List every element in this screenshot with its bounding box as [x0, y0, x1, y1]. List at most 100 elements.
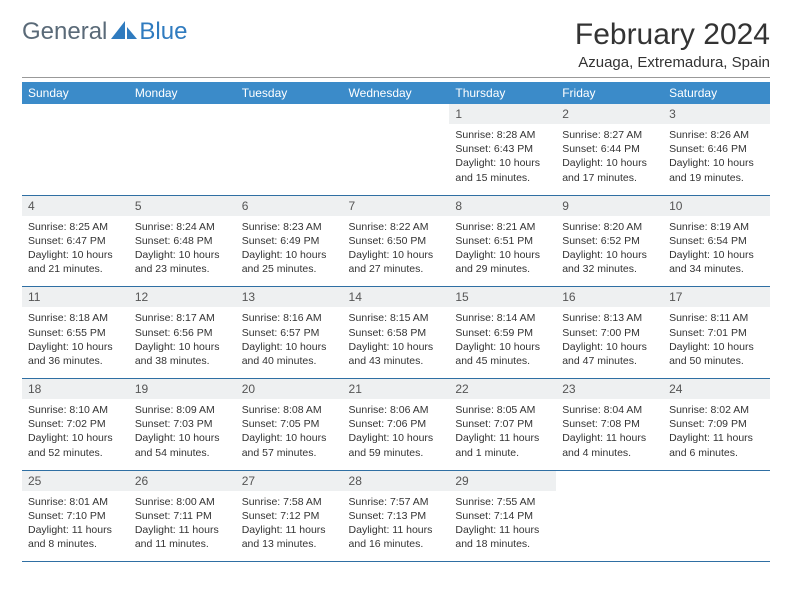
sunrise-line: Sunrise: 8:09 AM [135, 404, 215, 416]
calendar-day-cell [556, 470, 663, 562]
calendar-day-cell: 8Sunrise: 8:21 AMSunset: 6:51 PMDaylight… [449, 195, 556, 287]
sunset-line: Sunset: 7:00 PM [562, 327, 640, 339]
day-body: Sunrise: 8:18 AMSunset: 6:55 PMDaylight:… [22, 307, 129, 378]
weekday-header: Friday [556, 82, 663, 104]
day-number: 1 [449, 104, 556, 124]
calendar-day-cell: 24Sunrise: 8:02 AMSunset: 7:09 PMDayligh… [663, 379, 770, 471]
calendar-day-cell: 16Sunrise: 8:13 AMSunset: 7:00 PMDayligh… [556, 287, 663, 379]
calendar-day-cell: 6Sunrise: 8:23 AMSunset: 6:49 PMDaylight… [236, 195, 343, 287]
month-title: February 2024 [575, 18, 770, 52]
sunset-line: Sunset: 6:57 PM [242, 327, 320, 339]
day-body: Sunrise: 8:17 AMSunset: 6:56 PMDaylight:… [129, 307, 236, 378]
sunrise-line: Sunrise: 8:18 AM [28, 312, 108, 324]
sunset-line: Sunset: 7:11 PM [135, 510, 212, 522]
sunrise-line: Sunrise: 7:58 AM [242, 496, 322, 508]
calendar-day-cell: 28Sunrise: 7:57 AMSunset: 7:13 PMDayligh… [343, 470, 450, 562]
daylight-line: Daylight: 11 hours and 6 minutes. [669, 432, 753, 458]
daylight-line: Daylight: 10 hours and 54 minutes. [135, 432, 220, 458]
sunrise-line: Sunrise: 8:25 AM [28, 221, 108, 233]
location: Azuaga, Extremadura, Spain [575, 54, 770, 71]
calendar-day-cell: 21Sunrise: 8:06 AMSunset: 7:06 PMDayligh… [343, 379, 450, 471]
calendar-day-cell: 5Sunrise: 8:24 AMSunset: 6:48 PMDaylight… [129, 195, 236, 287]
logo: General Blue [22, 18, 187, 46]
calendar-day-cell [129, 104, 236, 195]
sunrise-line: Sunrise: 8:10 AM [28, 404, 108, 416]
day-body [556, 491, 663, 553]
calendar-week-row: 11Sunrise: 8:18 AMSunset: 6:55 PMDayligh… [22, 287, 770, 379]
calendar-day-cell: 11Sunrise: 8:18 AMSunset: 6:55 PMDayligh… [22, 287, 129, 379]
sunset-line: Sunset: 6:54 PM [669, 235, 747, 247]
day-body [22, 124, 129, 186]
sunrise-line: Sunrise: 8:24 AM [135, 221, 215, 233]
calendar-week-row: 4Sunrise: 8:25 AMSunset: 6:47 PMDaylight… [22, 195, 770, 287]
weekday-header: Sunday [22, 82, 129, 104]
day-body: Sunrise: 8:22 AM Sunset: 6:50 PM Daylight:… [343, 216, 450, 287]
day-number: 6 [236, 196, 343, 216]
logo-text-general: General [22, 18, 107, 46]
daylight-line: Daylight: 10 hours and 45 minutes. [455, 341, 540, 367]
sunset-line: Sunset: 6:55 PM [28, 327, 106, 339]
sunset-line: Sunset: 7:07 PM [455, 418, 533, 430]
day-body: Sunrise: 8:16 AMSunset: 6:57 PMDaylight:… [236, 307, 343, 378]
day-number: 19 [129, 379, 236, 399]
day-body: Sunrise: 8:27 AMSunset: 6:44 PMDaylight:… [556, 124, 663, 195]
sunset-line: Sunset: 6:43 PM [455, 143, 533, 155]
day-body: Sunrise: 8:24 AMSunset: 6:48 PMDaylight:… [129, 216, 236, 287]
daylight-line: Daylight: 11 hours and 13 minutes. [242, 524, 326, 550]
day-body: Sunrise: 8:08 AMSunset: 7:05 PMDaylight:… [236, 399, 343, 470]
weekday-header: Monday [129, 82, 236, 104]
day-number: 14 [343, 287, 450, 307]
day-number: 15 [449, 287, 556, 307]
sunset-line: Sunset: 7:13 PM [349, 510, 427, 522]
day-number: 12 [129, 287, 236, 307]
day-body: Sunrise: 8:09 AMSunset: 7:03 PMDaylight:… [129, 399, 236, 470]
day-number: 29 [449, 471, 556, 491]
day-body: Sunrise: 7:58 AMSunset: 7:12 PMDaylight:… [236, 491, 343, 562]
sunset-line: Sunset: 6:48 PM [135, 235, 213, 247]
day-body: Sunrise: 8:28 AMSunset: 6:43 PMDaylight:… [449, 124, 556, 195]
sunrise-line: Sunrise: 8:26 AM [669, 129, 749, 141]
daylight-line: Daylight: 10 hours and 29 minutes. [455, 249, 540, 275]
sunrise-line: Sunrise: 8:11 AM [669, 312, 748, 324]
header: General Blue February 2024 Azuaga, Extre… [22, 18, 770, 71]
daylight-line: Daylight: 10 hours and 34 minutes. [669, 249, 754, 275]
sunrise-line: Sunrise: 8:22 AM [349, 221, 429, 233]
daylight-line: Daylight: 10 hours and 21 minutes. [28, 249, 113, 275]
sunrise-line: Sunrise: 8:00 AM [135, 496, 215, 508]
daylight-line: Daylight: 10 hours and 43 minutes. [349, 341, 434, 367]
calendar-day-cell: 12Sunrise: 8:17 AMSunset: 6:56 PMDayligh… [129, 287, 236, 379]
daylight-line: Daylight: 11 hours and 16 minutes. [349, 524, 433, 550]
day-body: Sunrise: 8:06 AMSunset: 7:06 PMDaylight:… [343, 399, 450, 470]
calendar-week-row: 1Sunrise: 8:28 AMSunset: 6:43 PMDaylight… [22, 104, 770, 195]
day-body [236, 124, 343, 186]
daylight-line: Daylight: 10 hours and 50 minutes. [669, 341, 754, 367]
day-number: 23 [556, 379, 663, 399]
sunrise-line: Sunrise: 8:27 AM [562, 129, 642, 141]
calendar-day-cell: 20Sunrise: 8:08 AMSunset: 7:05 PMDayligh… [236, 379, 343, 471]
sunset-line: Sunset: 6:50 PM [349, 235, 427, 247]
daylight-line: Daylight: 10 hours and 27 minutes. [349, 249, 434, 275]
day-body: Sunrise: 8:21 AMSunset: 6:51 PMDaylight:… [449, 216, 556, 287]
day-number: 10 [663, 196, 770, 216]
sunset-line: Sunset: 6:59 PM [455, 327, 533, 339]
sunrise-line: Sunrise: 8:13 AM [562, 312, 642, 324]
weekday-header: Saturday [663, 82, 770, 104]
calendar-day-cell: 22Sunrise: 8:05 AMSunset: 7:07 PMDayligh… [449, 379, 556, 471]
day-body: Sunrise: 8:14 AMSunset: 6:59 PMDaylight:… [449, 307, 556, 378]
calendar-day-cell [343, 104, 450, 195]
day-number [129, 104, 236, 124]
day-number: 26 [129, 471, 236, 491]
calendar-day-cell: 4Sunrise: 8:25 AMSunset: 6:47 PMDaylight… [22, 195, 129, 287]
day-number: 18 [22, 379, 129, 399]
sunset-line: Sunset: 6:44 PM [562, 143, 640, 155]
calendar-day-cell [236, 104, 343, 195]
calendar-day-cell: 9Sunrise: 8:20 AMSunset: 6:52 PMDaylight… [556, 195, 663, 287]
day-number: 13 [236, 287, 343, 307]
sunset-line: Sunset: 6:51 PM [455, 235, 533, 247]
calendar-week-row: 18Sunrise: 8:10 AMSunset: 7:02 PMDayligh… [22, 379, 770, 471]
calendar-day-cell: 18Sunrise: 8:10 AMSunset: 7:02 PMDayligh… [22, 379, 129, 471]
weekday-header: Wednesday [343, 82, 450, 104]
calendar-day-cell: 29Sunrise: 7:55 AMSunset: 7:14 PMDayligh… [449, 470, 556, 562]
sunrise-line: Sunrise: 7:55 AM [455, 496, 535, 508]
day-number: 20 [236, 379, 343, 399]
